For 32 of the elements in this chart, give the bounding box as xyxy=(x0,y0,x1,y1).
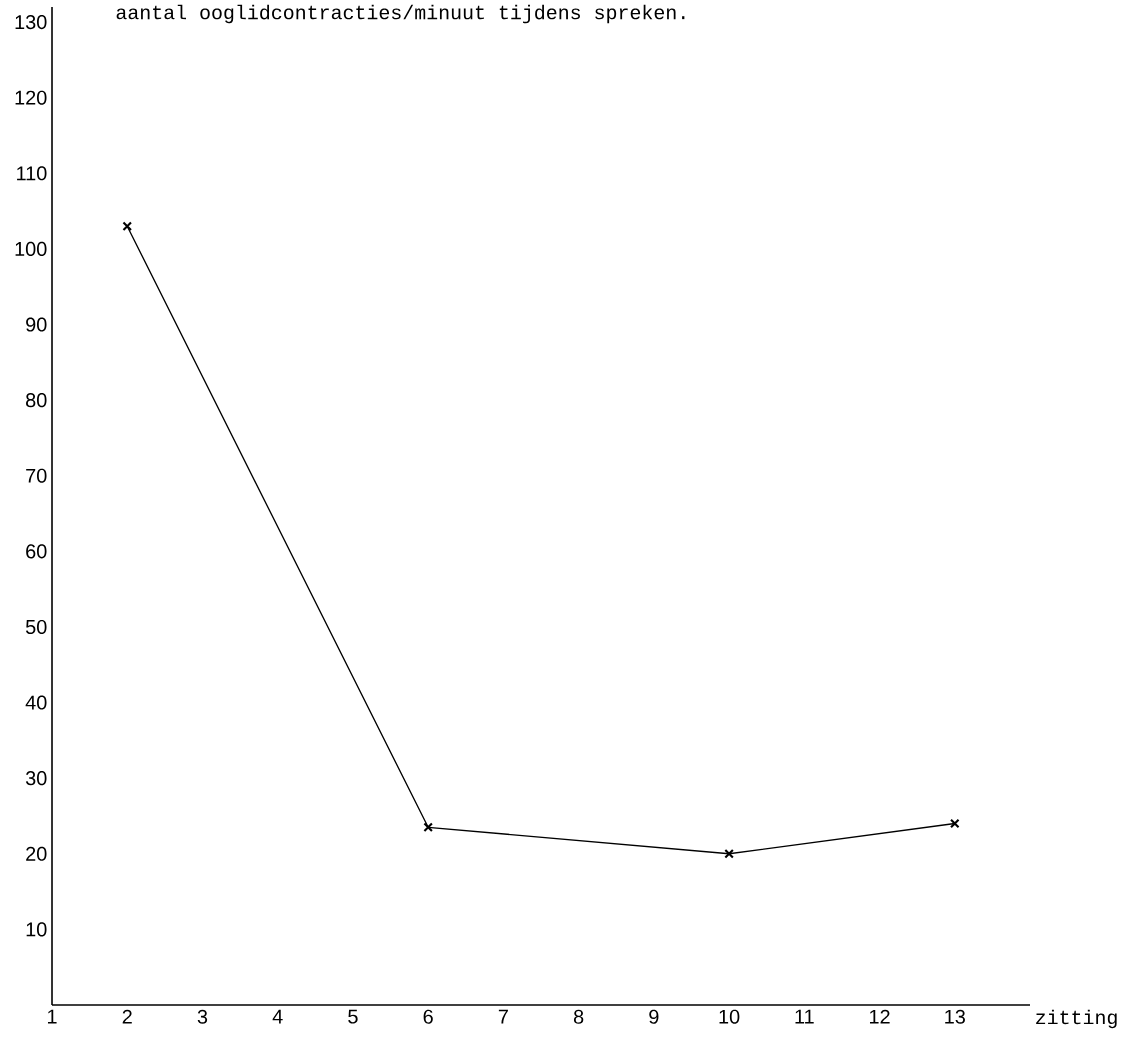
x-axis-title: zitting xyxy=(1036,1009,1117,1029)
x-tick-label: 2 xyxy=(122,1009,132,1024)
x-tick-label: 3 xyxy=(197,1009,208,1024)
y-tick-label: 30 xyxy=(25,771,47,786)
x-tick-label: 6 xyxy=(423,1009,433,1024)
point xyxy=(724,848,734,859)
x-tick-label: 11 xyxy=(795,1009,814,1024)
x-tick-label: 12 xyxy=(869,1009,890,1024)
x-tick-label: 13 xyxy=(945,1009,965,1024)
y-tick-label: 10 xyxy=(26,922,47,937)
y-tick-label: 40 xyxy=(25,695,47,710)
y-tick-label: 60 xyxy=(26,544,47,559)
y-tick-label: 100 xyxy=(15,241,47,256)
x-tick-label: 5 xyxy=(348,1009,358,1024)
y-tick-label: 70 xyxy=(26,468,47,483)
y-tick-label: 90 xyxy=(26,317,47,332)
chart-title: aantal ooglidcontracties/minuut tijdens spreken. xyxy=(116,4,685,24)
x-tick-label: 8 xyxy=(573,1009,584,1024)
y-tick-label: 120 xyxy=(15,90,47,105)
y-tick-label: 50 xyxy=(25,619,47,634)
point xyxy=(423,822,433,833)
x-tick-label: 10 xyxy=(719,1009,740,1024)
y-tick-label: 110 xyxy=(17,166,47,181)
point xyxy=(949,818,960,829)
y-tick-label: 20 xyxy=(26,846,47,861)
x-tick-label: 9 xyxy=(649,1009,659,1024)
point xyxy=(122,221,133,232)
y-tick-label: 80 xyxy=(26,393,47,408)
x-tick-label: 1 xyxy=(47,1009,57,1024)
x-tick-label: 4 xyxy=(272,1009,283,1024)
x-tick-label: 7 xyxy=(498,1009,508,1024)
y-tick-label: 130 xyxy=(15,15,47,30)
